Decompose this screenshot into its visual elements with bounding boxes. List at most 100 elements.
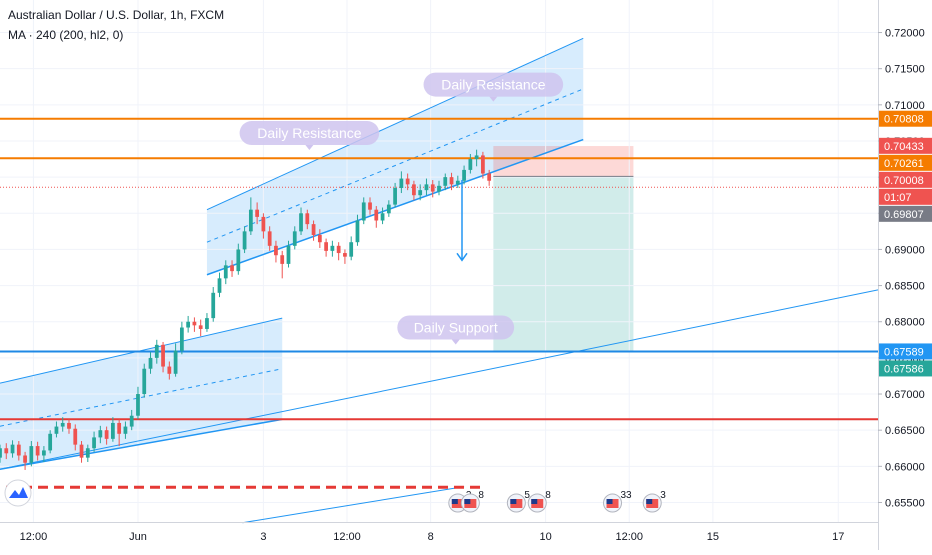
price-tag[interactable]: 01:07	[879, 188, 932, 205]
candle-body	[179, 327, 184, 351]
candle	[54, 421, 59, 438]
flag-canton	[451, 499, 458, 504]
flag-canton	[606, 499, 613, 504]
take-profit-zone[interactable]	[493, 176, 634, 352]
price-tag[interactable]: 0.67589	[879, 343, 932, 360]
candle	[42, 446, 46, 462]
annotation-bubble[interactable]: Daily Resistance	[239, 121, 380, 151]
candle-body	[85, 448, 90, 458]
price-tag-label: 0.70808	[884, 114, 924, 126]
candle	[67, 419, 71, 434]
candle	[317, 229, 322, 248]
candle	[129, 409, 134, 431]
channel-upper-line[interactable]	[206, 37, 584, 211]
candle-body	[4, 448, 9, 454]
tradingview-logo-icon[interactable]	[4, 479, 32, 507]
price-tag[interactable]: 0.70261	[879, 154, 932, 171]
event-flag-icon[interactable]: 8	[527, 490, 551, 513]
stop-loss-zone[interactable]	[493, 146, 634, 177]
price-tag[interactable]: 0.69807	[879, 205, 932, 222]
candle-body	[267, 231, 272, 246]
price-tag[interactable]: 0.70433	[879, 137, 932, 154]
candle	[161, 341, 165, 373]
candle-body	[142, 368, 147, 395]
candle-body	[317, 234, 322, 243]
candle-body	[248, 209, 253, 232]
price-tick-label: 0.68500	[885, 281, 925, 293]
candle	[343, 249, 347, 264]
event-count: 3	[660, 490, 666, 501]
candle-body	[35, 446, 40, 456]
price-tag-label: 0.70008	[884, 175, 924, 187]
candle	[230, 260, 234, 277]
candle-body	[223, 265, 228, 279]
flag-canton	[510, 499, 517, 504]
candle-body	[54, 426, 59, 434]
price-tag-label: 0.70261	[884, 158, 924, 170]
logo-mark	[9, 487, 28, 498]
candle-body	[292, 231, 297, 246]
candle-body	[242, 231, 247, 250]
candle	[374, 206, 379, 228]
candle	[248, 197, 253, 235]
price-tick-label: 0.72000	[885, 28, 925, 40]
candle	[85, 444, 90, 462]
candle	[154, 339, 159, 364]
candle-body	[449, 177, 454, 185]
annotation-text: Daily Resistance	[441, 77, 545, 93]
candle	[92, 431, 96, 452]
candle-body	[393, 187, 397, 205]
event-flag-icon[interactable]: 33	[603, 490, 633, 513]
candle-body	[343, 253, 347, 257]
candle-body	[236, 249, 241, 272]
candle-body	[23, 455, 27, 463]
trend-line[interactable]	[242, 486, 465, 524]
candle-body	[330, 245, 335, 251]
candle-body	[79, 444, 84, 458]
channel-mid-line	[206, 88, 584, 243]
event-flag-icon[interactable]: 5	[506, 490, 530, 513]
candle-body	[286, 245, 291, 264]
price-tag[interactable]: 0.67586	[879, 360, 932, 377]
channel-lower-line[interactable]	[0, 418, 283, 470]
candle	[4, 443, 9, 460]
event-flag-icon[interactable]: 3	[642, 490, 666, 513]
candle	[412, 180, 416, 201]
candle-body	[16, 444, 21, 456]
event-count: 8	[545, 490, 551, 501]
candle	[79, 441, 84, 463]
price-tag[interactable]: 0.70808	[879, 110, 932, 127]
candle-body	[198, 325, 203, 329]
candle	[481, 151, 485, 179]
event-count: 5	[524, 490, 530, 501]
annotation-bubble[interactable]: Daily Resistance	[423, 72, 564, 102]
logo-circle	[4, 479, 32, 507]
candle	[292, 226, 297, 250]
time-tick-label: 12:00	[615, 531, 643, 543]
candle	[173, 343, 178, 377]
annotation-bubble[interactable]: Daily Support	[397, 315, 515, 345]
candle	[192, 317, 197, 332]
candle	[10, 440, 15, 458]
candle	[205, 313, 209, 332]
candle-body	[98, 430, 103, 438]
price-tag[interactable]: 0.70008	[879, 171, 932, 188]
candle	[142, 363, 147, 398]
candle	[60, 417, 65, 432]
annotation-pointer	[451, 339, 460, 345]
event-flag-icon[interactable]: 8	[460, 490, 484, 513]
candle-body	[274, 245, 278, 256]
candle-body	[336, 245, 341, 254]
price-tag-bg	[879, 110, 932, 127]
price-tag-label: 0.67586	[884, 363, 924, 375]
candle	[148, 352, 153, 374]
candle-body	[167, 366, 172, 374]
candle-body	[412, 184, 416, 196]
candle	[349, 236, 354, 261]
price-tick-label: 0.71000	[885, 100, 925, 112]
indicator-label: MA · 240 (200, hl2, 0)	[8, 28, 124, 42]
trend-line[interactable]	[0, 289, 879, 470]
candle	[236, 243, 241, 275]
candle	[111, 417, 115, 442]
